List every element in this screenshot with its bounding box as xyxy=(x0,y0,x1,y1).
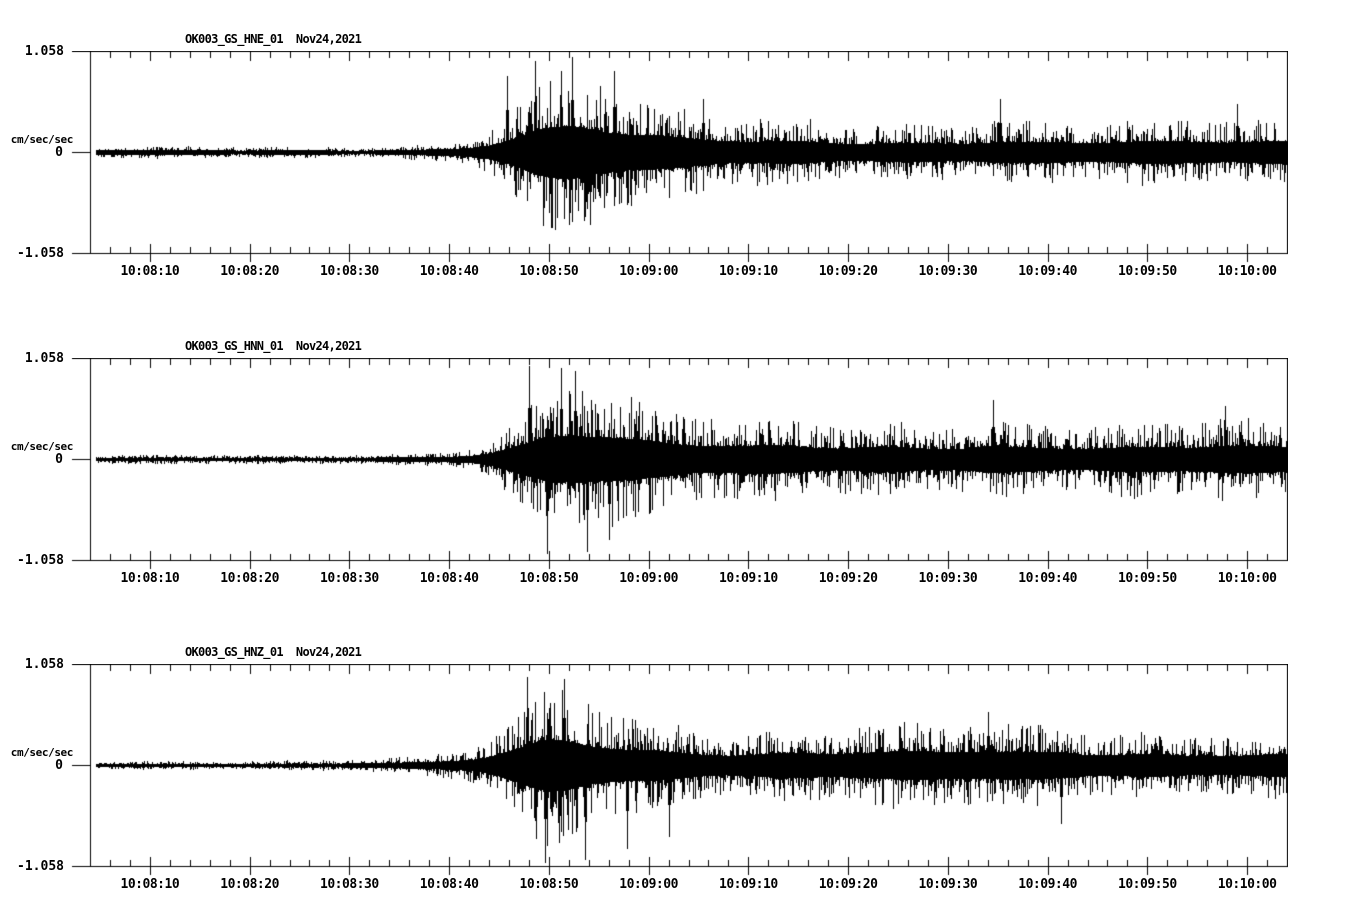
x-tick-label: 10:08:30 xyxy=(320,571,379,586)
seismogram-panel-hnn: OK003_GS_HNN_01 Nov24,2021 1.058 cm/sec/… xyxy=(0,339,1358,598)
x-tick-label: 10:10:00 xyxy=(1217,877,1277,892)
x-tick-label: 10:09:20 xyxy=(818,877,878,892)
seismogram-panel-hnz: OK003_GS_HNZ_01 Nov24,2021 1.058 cm/sec/… xyxy=(0,645,1358,904)
x-tick-label: 10:08:40 xyxy=(419,877,479,892)
x-tick-label: 10:09:00 xyxy=(619,571,678,586)
y-axis-zero-label: 0 xyxy=(55,145,63,160)
y-axis-max-label: 1.058 xyxy=(24,44,64,59)
x-tick-label: 10:09:20 xyxy=(818,571,878,586)
x-tick-label: 10:08:10 xyxy=(120,571,180,586)
y-axis-units-label: cm/sec/sec xyxy=(10,133,74,146)
x-tick-label: 10:08:50 xyxy=(519,264,579,279)
x-tick-label: 10:09:30 xyxy=(918,264,978,279)
x-tick-label: 10:09:10 xyxy=(719,877,778,892)
x-tick-label: 10:10:00 xyxy=(1217,571,1277,586)
waveform-canvas-hnn xyxy=(70,358,1288,570)
panel-title-hnz: OK003_GS_HNZ_01 Nov24,2021 xyxy=(185,645,362,659)
y-axis-min-label: -1.058 xyxy=(17,553,64,568)
y-axis-max-label: 1.058 xyxy=(24,351,64,366)
x-tick-label: 10:09:40 xyxy=(1018,877,1077,892)
waveform-canvas-hne xyxy=(70,51,1288,263)
y-axis-zero-label: 0 xyxy=(55,452,63,467)
y-axis-zero-label: 0 xyxy=(55,758,63,773)
x-tick-label: 10:08:50 xyxy=(519,877,579,892)
waveform-canvas-hnz xyxy=(70,664,1288,876)
x-tick-label: 10:08:30 xyxy=(320,877,379,892)
y-axis-max-label: 1.058 xyxy=(24,657,64,672)
x-tick-label: 10:09:30 xyxy=(918,877,978,892)
x-tick-label: 10:10:00 xyxy=(1217,264,1277,279)
x-tick-label: 10:08:20 xyxy=(220,264,279,279)
x-tick-label: 10:09:40 xyxy=(1018,264,1077,279)
y-axis-min-label: -1.058 xyxy=(17,246,64,261)
x-tick-label: 10:08:40 xyxy=(419,264,479,279)
x-tick-label: 10:09:20 xyxy=(818,264,878,279)
panel-title-hne: OK003_GS_HNE_01 Nov24,2021 xyxy=(185,32,362,46)
x-tick-label: 10:08:10 xyxy=(120,877,180,892)
x-tick-label: 10:09:40 xyxy=(1018,571,1077,586)
x-tick-label: 10:09:50 xyxy=(1118,264,1177,279)
panel-title-hnn: OK003_GS_HNN_01 Nov24,2021 xyxy=(185,339,362,353)
x-tick-label: 10:09:30 xyxy=(918,571,978,586)
x-tick-label: 10:08:50 xyxy=(519,571,579,586)
x-tick-label: 10:09:50 xyxy=(1118,877,1177,892)
x-tick-label: 10:09:00 xyxy=(619,264,678,279)
y-axis-units-label: cm/sec/sec xyxy=(10,440,74,453)
x-tick-label: 10:08:30 xyxy=(320,264,379,279)
x-tick-label: 10:08:20 xyxy=(220,877,279,892)
x-tick-label: 10:08:10 xyxy=(120,264,180,279)
x-tick-label: 10:09:00 xyxy=(619,877,678,892)
y-axis-units-label: cm/sec/sec xyxy=(10,746,74,759)
x-tick-label: 10:09:10 xyxy=(719,264,778,279)
x-tick-label: 10:09:50 xyxy=(1118,571,1177,586)
x-tick-label: 10:08:20 xyxy=(220,571,279,586)
x-tick-label: 10:09:10 xyxy=(719,571,778,586)
y-axis-min-label: -1.058 xyxy=(17,859,64,874)
x-tick-label: 10:08:40 xyxy=(419,571,479,586)
seismogram-panel-hne: OK003_GS_HNE_01 Nov24,2021 1.058 cm/sec/… xyxy=(0,32,1358,291)
